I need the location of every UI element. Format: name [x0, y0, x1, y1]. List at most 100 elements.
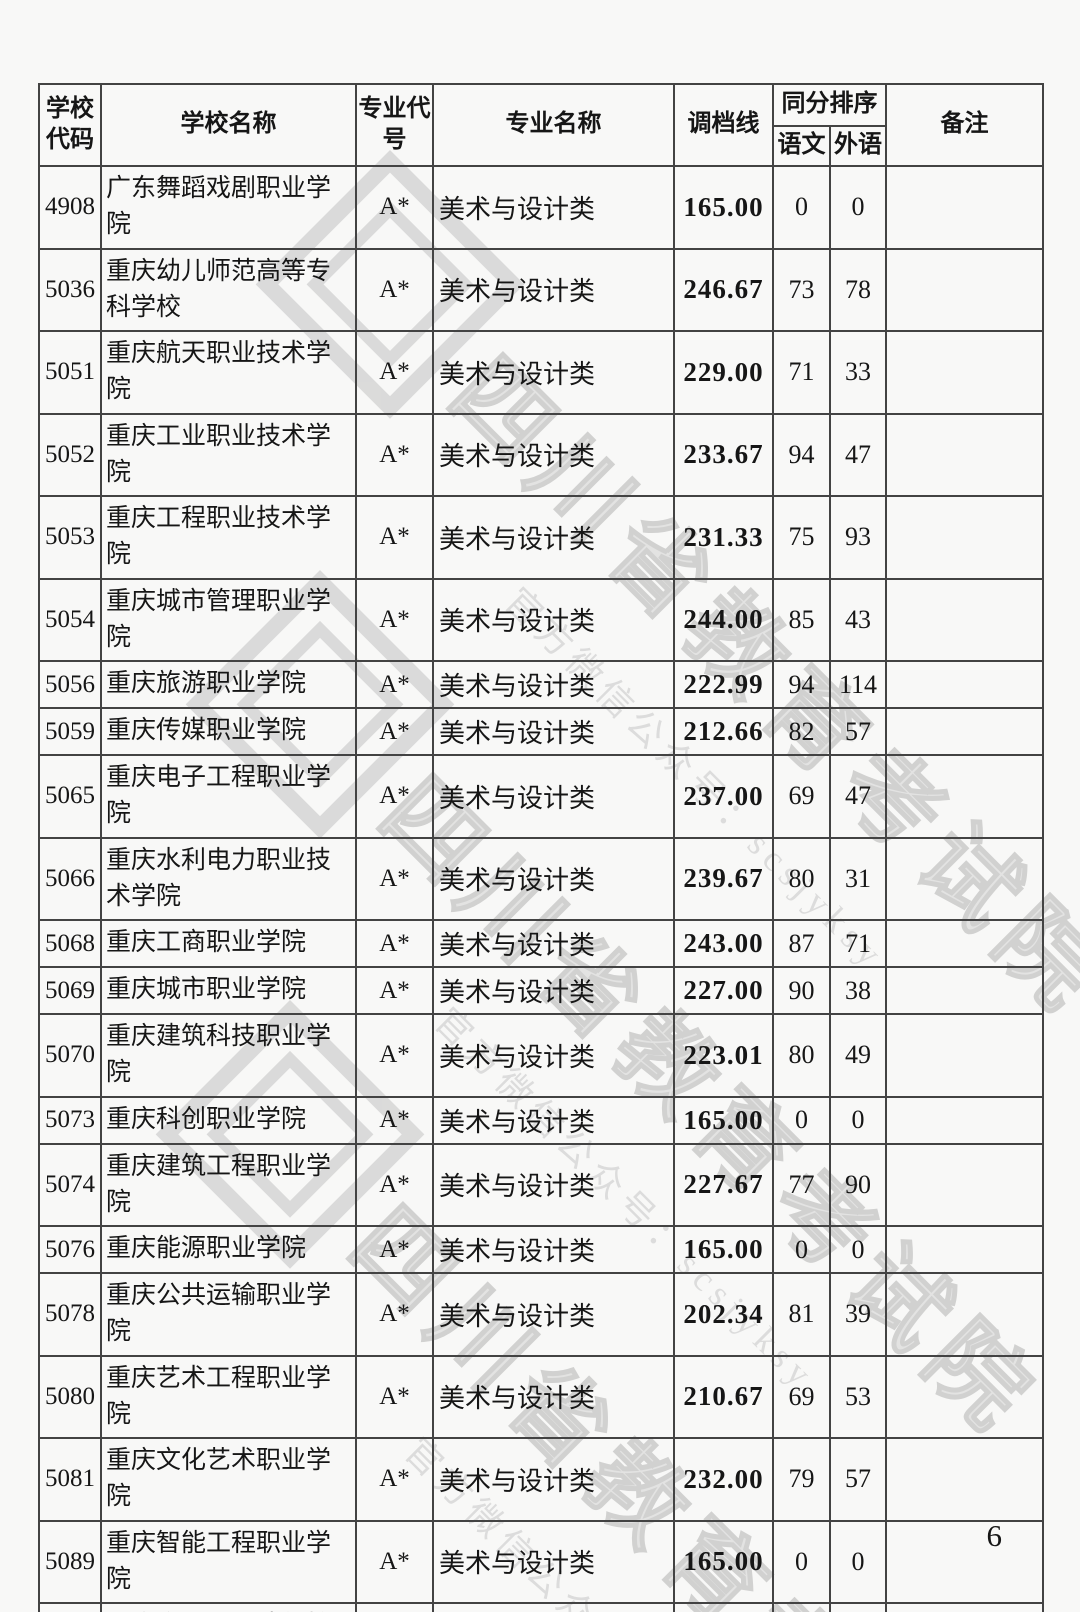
- cell-line-score: 223.01: [673, 1013, 774, 1098]
- cell-foreign-rank: 71: [829, 919, 887, 968]
- cell-school-name: 重庆艺术工程职业学院: [100, 1354, 357, 1439]
- table-row: 5070 重庆建筑科技职业学院 A* 美术与设计类 223.01 80 49: [38, 1013, 1044, 1098]
- cell-chinese-rank: 73: [772, 247, 831, 332]
- cell-remark: [885, 247, 1044, 332]
- cell-major-name: 美术与设计类: [432, 1602, 675, 1612]
- table-row: 5076 重庆能源职业学院 A* 美术与设计类 165.00 0 0: [38, 1225, 1044, 1274]
- cell-school-name: 重庆水利电力职业技术学院: [100, 836, 357, 921]
- cell-major-code: A*: [355, 1225, 434, 1274]
- cell-line-score: 239.67: [673, 836, 774, 921]
- cell-major-code: A*: [355, 836, 434, 921]
- cell-foreign-rank: 57: [829, 1437, 887, 1522]
- cell-chinese-rank: 77: [772, 1142, 831, 1227]
- cell-foreign-rank: 0: [829, 1602, 887, 1612]
- cell-major-code: A*: [355, 919, 434, 968]
- cell-school-name: 重庆智能工程职业学院: [100, 1519, 357, 1604]
- cell-remark: [885, 1519, 1044, 1604]
- cell-school-code: 5070: [38, 1013, 102, 1098]
- cell-chinese-rank: 0: [772, 1519, 831, 1604]
- cell-school-code: 5066: [38, 836, 102, 921]
- cell-remark: [885, 1354, 1044, 1439]
- cell-school-code: 5068: [38, 919, 102, 968]
- cell-major-name: 美术与设计类: [432, 1142, 675, 1227]
- cell-school-code: 5078: [38, 1272, 102, 1357]
- cell-major-code: A*: [355, 165, 434, 250]
- cell-major-name: 美术与设计类: [432, 1225, 675, 1274]
- cell-school-code: 5081: [38, 1437, 102, 1522]
- cell-foreign-rank: 93: [829, 495, 887, 580]
- cell-school-code: 5094: [38, 1602, 102, 1612]
- cell-chinese-rank: 85: [772, 577, 831, 662]
- cell-remark: [885, 836, 1044, 921]
- cell-foreign-rank: 57: [829, 707, 887, 756]
- cell-major-name: 美术与设计类: [432, 1095, 675, 1145]
- cell-remark: [885, 165, 1044, 250]
- cell-school-code: 5036: [38, 247, 102, 332]
- cell-line-score: 231.33: [673, 495, 774, 580]
- cell-school-name: 重庆城市职业学院: [100, 966, 357, 1015]
- cell-remark: [885, 1095, 1044, 1145]
- table-header: 学校代码 学校名称 专业代号 专业名称 调档线 同分排序 备注 语文 外语: [38, 83, 1044, 167]
- cell-major-code: A*: [355, 577, 434, 662]
- col-header-major-name: 专业名称: [432, 83, 675, 167]
- cell-major-name: 美术与设计类: [432, 247, 675, 332]
- cell-chinese-rank: 87: [772, 919, 831, 968]
- cell-remark: [885, 754, 1044, 839]
- cell-remark: [885, 412, 1044, 497]
- cell-line-score: 237.00: [673, 754, 774, 839]
- cell-school-code: 5056: [38, 660, 102, 709]
- cell-foreign-rank: 114: [829, 660, 887, 709]
- cell-school-name: 重庆文化艺术职业学院: [100, 1437, 357, 1522]
- cell-chinese-rank: 94: [772, 412, 831, 497]
- table-row: 5053 重庆工程职业技术学院 A* 美术与设计类 231.33 75 93: [38, 495, 1044, 580]
- cell-major-name: 美术与设计类: [432, 660, 675, 709]
- cell-major-code: A*: [355, 330, 434, 415]
- cell-school-name: 重庆电子工程职业学院: [100, 754, 357, 839]
- cell-school-code: 5052: [38, 412, 102, 497]
- cell-school-code: 5076: [38, 1225, 102, 1274]
- table-row: 5065 重庆电子工程职业学院 A* 美术与设计类 237.00 69 47: [38, 754, 1044, 839]
- cell-remark: [885, 660, 1044, 709]
- cell-foreign-rank: 90: [829, 1142, 887, 1227]
- cell-major-name: 美术与设计类: [432, 577, 675, 662]
- cell-school-name: 广东舞蹈戏剧职业学院: [100, 165, 357, 250]
- cell-major-code: A*: [355, 1095, 434, 1145]
- cell-foreign-rank: 0: [829, 1225, 887, 1274]
- cell-school-name: 重庆资源与环境保护职业学院: [100, 1602, 357, 1612]
- cell-major-code: A*: [355, 1602, 434, 1612]
- cell-foreign-rank: 0: [829, 1095, 887, 1145]
- cell-school-name: 重庆建筑工程职业学院: [100, 1142, 357, 1227]
- cell-major-name: 美术与设计类: [432, 1519, 675, 1604]
- cell-foreign-rank: 33: [829, 330, 887, 415]
- table-row: 5059 重庆传媒职业学院 A* 美术与设计类 212.66 82 57: [38, 707, 1044, 756]
- cell-school-code: 5053: [38, 495, 102, 580]
- cell-remark: [885, 1602, 1044, 1612]
- cell-school-name: 重庆幼儿师范高等专科学校: [100, 247, 357, 332]
- cell-line-score: 165.00: [673, 1225, 774, 1274]
- cell-major-code: A*: [355, 412, 434, 497]
- cell-school-name: 重庆能源职业学院: [100, 1225, 357, 1274]
- table-row: 5074 重庆建筑工程职业学院 A* 美术与设计类 227.67 77 90: [38, 1142, 1044, 1227]
- cell-school-name: 重庆公共运输职业学院: [100, 1272, 357, 1357]
- cell-foreign-rank: 43: [829, 577, 887, 662]
- cell-remark: [885, 577, 1044, 662]
- cell-major-code: A*: [355, 1272, 434, 1357]
- cell-major-code: A*: [355, 754, 434, 839]
- cell-line-score: 232.00: [673, 1437, 774, 1522]
- cell-remark: [885, 495, 1044, 580]
- cell-major-name: 美术与设计类: [432, 754, 675, 839]
- table-row: 5054 重庆城市管理职业学院 A* 美术与设计类 244.00 85 43: [38, 577, 1044, 662]
- cell-major-name: 美术与设计类: [432, 330, 675, 415]
- cell-line-score: 243.00: [673, 919, 774, 968]
- cell-remark: [885, 1272, 1044, 1357]
- cell-foreign-rank: 49: [829, 1013, 887, 1098]
- cell-major-name: 美术与设计类: [432, 165, 675, 250]
- cell-remark: [885, 1225, 1044, 1274]
- admission-score-table: 学校代码 学校名称 专业代号 专业名称 调档线 同分排序 备注 语文 外语 49…: [38, 83, 1044, 1612]
- cell-line-score: 165.00: [673, 1602, 774, 1612]
- cell-line-score: 202.34: [673, 1272, 774, 1357]
- cell-remark: [885, 330, 1044, 415]
- cell-chinese-rank: 71: [772, 330, 831, 415]
- cell-school-name: 重庆传媒职业学院: [100, 707, 357, 756]
- table-row: 5068 重庆工商职业学院 A* 美术与设计类 243.00 87 71: [38, 919, 1044, 968]
